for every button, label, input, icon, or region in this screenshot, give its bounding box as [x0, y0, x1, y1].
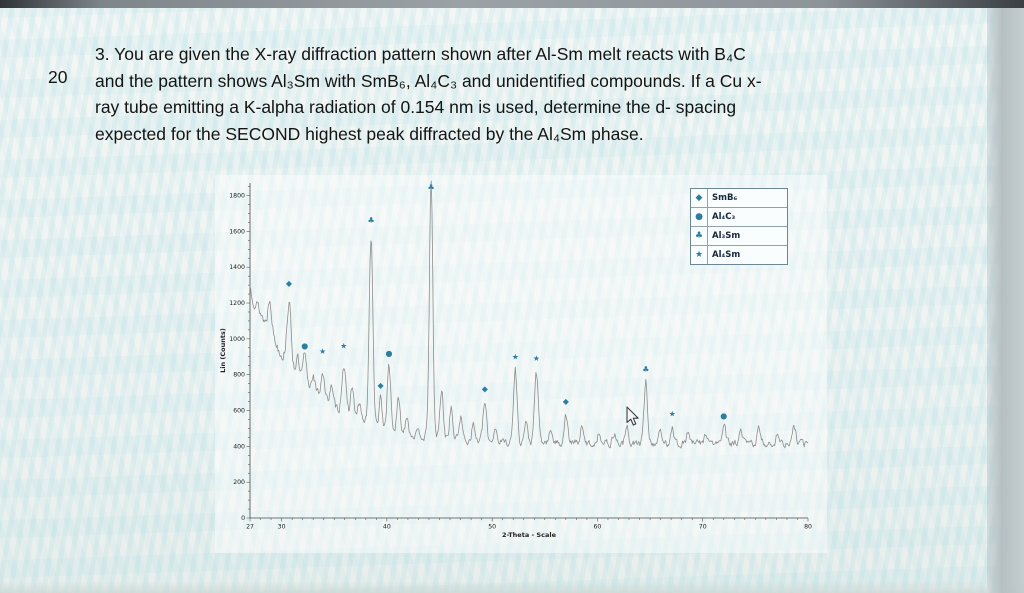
mouse-cursor [626, 406, 641, 427]
peak-marker-club-icon: ♣ [642, 365, 649, 374]
svg-text:200: 200 [233, 479, 245, 486]
legend-label-al4c3: Al₄C₃ [712, 212, 736, 222]
question-line-1: 3. You are given the X-ray diffraction p… [95, 44, 746, 64]
svg-text:50: 50 [488, 524, 496, 531]
svg-text:400: 400 [233, 443, 245, 450]
svg-text:70: 70 [699, 524, 707, 531]
svg-text:600: 600 [233, 408, 245, 415]
peak-marker-star-icon: ★ [533, 354, 540, 363]
legend-club-icon: ♣ [691, 227, 708, 245]
tick-labels: 0 200 400 600 800 1000 1200 1400 1600 1800 27 30 40 5… [229, 193, 812, 531]
svg-text:80: 80 [804, 524, 812, 531]
svg-text:1800: 1800 [229, 193, 245, 200]
legend-circle-icon: ● [691, 208, 708, 226]
svg-text:1400: 1400 [229, 264, 245, 271]
peak-marker-diamond-icon: ◆ [482, 385, 489, 394]
tick-marks [246, 186, 809, 522]
phase-legend: ◆ SmB₆ ● Al₄C₃ ♣ Al₃Sm ★ Al₄Sm [690, 188, 788, 265]
peak-marker-club-icon: ♣ [367, 216, 374, 225]
svg-text:30: 30 [278, 524, 286, 531]
question-number: 20 [48, 67, 68, 87]
legend-diamond-icon: ◆ [691, 189, 708, 207]
legend-label-smb6: SmB₆ [712, 193, 738, 203]
svg-text:60: 60 [593, 524, 601, 531]
peak-marker-circle-icon: ● [720, 411, 727, 420]
peak-marker-star-icon: ★ [340, 342, 347, 351]
peak-marker-club-icon: ♣ [428, 183, 435, 192]
svg-text:1000: 1000 [229, 336, 245, 343]
screen-right-edge [987, 8, 1024, 593]
question-line-2: and the pattern shows Al₃Sm with SmB₆, A… [95, 70, 762, 91]
svg-text:800: 800 [233, 372, 245, 379]
svg-text:27: 27 [246, 524, 254, 531]
legend-label-al4sm: Al₄Sm [712, 250, 741, 260]
axes [249, 183, 808, 519]
screen-bottom-edge [0, 581, 987, 593]
peak-marker-diamond-icon: ◆ [286, 279, 293, 288]
question-text: 3. You are given the X-ray diffraction p… [95, 41, 935, 147]
peak-marker-diamond-icon: ◆ [563, 397, 570, 406]
legend-row-smb6: ◆ SmB₆ [691, 189, 787, 208]
peak-marker-diamond-icon: ◆ [377, 381, 384, 390]
peak-marker-star-icon: ★ [319, 347, 326, 356]
svg-text:0: 0 [241, 515, 245, 522]
legend-star-icon: ★ [691, 246, 708, 264]
legend-row-al4sm: ★ Al₄Sm [691, 246, 787, 264]
cursor-arrow-icon [626, 406, 639, 426]
xrd-plot: 0 200 400 600 800 1000 1200 1400 1600 1800 27 30 40 5… [219, 180, 812, 539]
peak-marker-circle-icon: ● [385, 349, 392, 358]
peak-marker-circle-icon: ● [301, 342, 308, 351]
peak-marker-star-icon: ★ [512, 352, 519, 361]
legend-label-al3sm: Al₃Sm [712, 231, 741, 241]
x-axis-label: 2-Theta - Scale [502, 531, 557, 539]
peak-marker-star-icon: ★ [669, 410, 676, 419]
legend-row-al4c3: ● Al₄C₃ [691, 208, 787, 227]
question-line-4: expected for the SECOND highest peak dif… [95, 123, 644, 144]
legend-row-al3sm: ♣ Al₃Sm [691, 227, 787, 246]
xrd-trace [249, 180, 809, 449]
xrd-chart: 0 200 400 600 800 1000 1200 1400 1600 1800 27 30 40 5… [215, 175, 827, 553]
svg-text:40: 40 [383, 524, 391, 531]
y-axis-label: Lin (Counts) [219, 328, 227, 373]
svg-text:1600: 1600 [229, 228, 245, 235]
question-line-3: ray tube emitting a K-alpha radiation of… [95, 97, 737, 117]
peak-markers: ◆●★★♣◆●♣◆★ ★◆♣★ ● [286, 183, 728, 421]
screen-top-bezel [0, 0, 1024, 8]
svg-text:1200: 1200 [229, 300, 245, 307]
